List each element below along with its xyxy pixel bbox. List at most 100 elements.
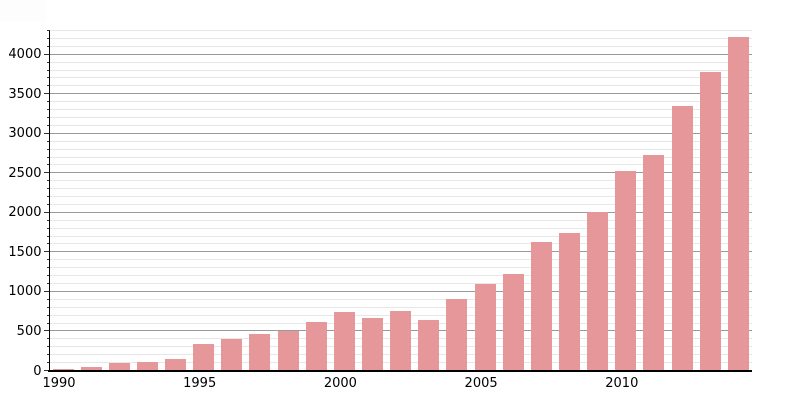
y-tick-mark xyxy=(46,267,50,269)
gridline-minor xyxy=(49,180,752,182)
y-tick-mark xyxy=(46,148,50,150)
bar-2000 xyxy=(333,312,355,371)
y-tick-mark xyxy=(46,69,50,71)
gridline-minor xyxy=(49,275,752,277)
y-tick-mark xyxy=(43,93,50,95)
y-tick-mark xyxy=(43,290,50,292)
gridline-minor xyxy=(49,298,752,300)
gridline-minor xyxy=(49,45,752,47)
y-axis-tick-label: 4000 xyxy=(8,47,42,63)
y-tick-mark xyxy=(46,196,50,198)
bar-2012 xyxy=(671,106,693,371)
y-tick-mark xyxy=(46,354,50,356)
gridline-minor xyxy=(49,140,752,142)
y-tick-mark xyxy=(46,298,50,300)
bar-2001 xyxy=(362,317,384,371)
y-tick-mark xyxy=(46,85,50,87)
x-axis-tick-label: 1995 xyxy=(183,375,217,391)
gridline-minor xyxy=(49,164,752,166)
x-axis-tick-label: 2010 xyxy=(605,375,639,391)
y-tick-mark xyxy=(46,180,50,182)
y-axis-line xyxy=(48,30,51,372)
y-tick-mark xyxy=(46,124,50,126)
y-tick-mark xyxy=(43,132,50,134)
bar-1996 xyxy=(221,339,243,371)
gridline-major xyxy=(49,93,752,95)
y-tick-mark xyxy=(46,259,50,261)
y-tick-mark xyxy=(46,362,50,364)
bar-2003 xyxy=(418,319,440,371)
gridline-minor xyxy=(49,124,752,126)
gridline-minor xyxy=(49,219,752,221)
gridline-minor xyxy=(49,283,752,285)
gridline-minor xyxy=(49,203,752,205)
y-tick-mark xyxy=(46,101,50,103)
y-tick-mark xyxy=(46,164,50,166)
gridline-minor xyxy=(49,188,752,190)
bar-2004 xyxy=(446,298,468,371)
bar-1999 xyxy=(305,322,327,371)
y-tick-mark xyxy=(46,275,50,277)
bar-1991 xyxy=(80,366,102,371)
x-axis-tick-label: 2005 xyxy=(464,375,498,391)
gridline-major xyxy=(49,172,752,174)
gridline-major xyxy=(49,132,752,134)
bar-1997 xyxy=(249,333,271,371)
bar-2010 xyxy=(615,171,637,371)
y-tick-mark xyxy=(46,61,50,63)
bar-2011 xyxy=(643,154,665,371)
bar-2014 xyxy=(727,36,749,371)
bar-1995 xyxy=(193,343,215,371)
x-axis-line xyxy=(47,369,752,372)
y-tick-mark xyxy=(46,346,50,348)
corner-artifact xyxy=(0,0,46,22)
y-tick-mark xyxy=(43,251,50,253)
gridline-minor xyxy=(49,243,752,245)
gridline-minor xyxy=(49,85,752,87)
gridline-minor xyxy=(49,69,752,71)
gridline-minor xyxy=(49,306,752,308)
gridline-minor xyxy=(49,37,752,39)
gridline-minor xyxy=(49,77,752,79)
bar-2008 xyxy=(559,232,581,371)
y-tick-mark xyxy=(43,330,50,332)
x-axis-tick-label: 1990 xyxy=(42,375,76,391)
y-tick-mark xyxy=(46,109,50,111)
bar-2009 xyxy=(587,212,609,371)
bar-1992 xyxy=(108,363,130,371)
y-tick-mark xyxy=(43,211,50,213)
gridline-minor xyxy=(49,267,752,269)
y-axis-tick-label: 2500 xyxy=(8,165,42,181)
y-tick-mark xyxy=(43,172,50,174)
x-axis-tick-label: 2000 xyxy=(323,375,357,391)
y-axis-tick-label: 500 xyxy=(16,323,42,339)
y-axis-tick-label: 2000 xyxy=(8,205,42,221)
y-axis-tick-label: 1000 xyxy=(8,284,42,300)
y-tick-mark xyxy=(46,37,50,39)
y-tick-mark xyxy=(46,116,50,118)
y-tick-mark xyxy=(46,30,50,31)
y-tick-mark xyxy=(46,322,50,324)
bar-2006 xyxy=(502,274,524,371)
bar-2013 xyxy=(699,71,721,371)
y-tick-mark xyxy=(46,140,50,142)
y-tick-mark xyxy=(46,219,50,221)
gridline-major xyxy=(49,53,752,55)
y-axis-tick-label: 0 xyxy=(33,363,42,379)
y-tick-mark xyxy=(46,156,50,158)
bar-1998 xyxy=(277,330,299,371)
gridline-minor xyxy=(49,235,752,237)
y-tick-mark xyxy=(46,235,50,237)
y-tick-mark xyxy=(46,338,50,340)
y-tick-mark xyxy=(46,227,50,229)
y-tick-mark xyxy=(46,243,50,245)
gridline-minor xyxy=(49,227,752,229)
gridline-major xyxy=(49,290,752,292)
y-tick-mark xyxy=(46,45,50,47)
y-tick-mark xyxy=(46,203,50,205)
bar-2005 xyxy=(474,284,496,371)
y-tick-mark xyxy=(46,314,50,316)
y-tick-mark xyxy=(46,188,50,190)
gridline-minor xyxy=(49,156,752,158)
